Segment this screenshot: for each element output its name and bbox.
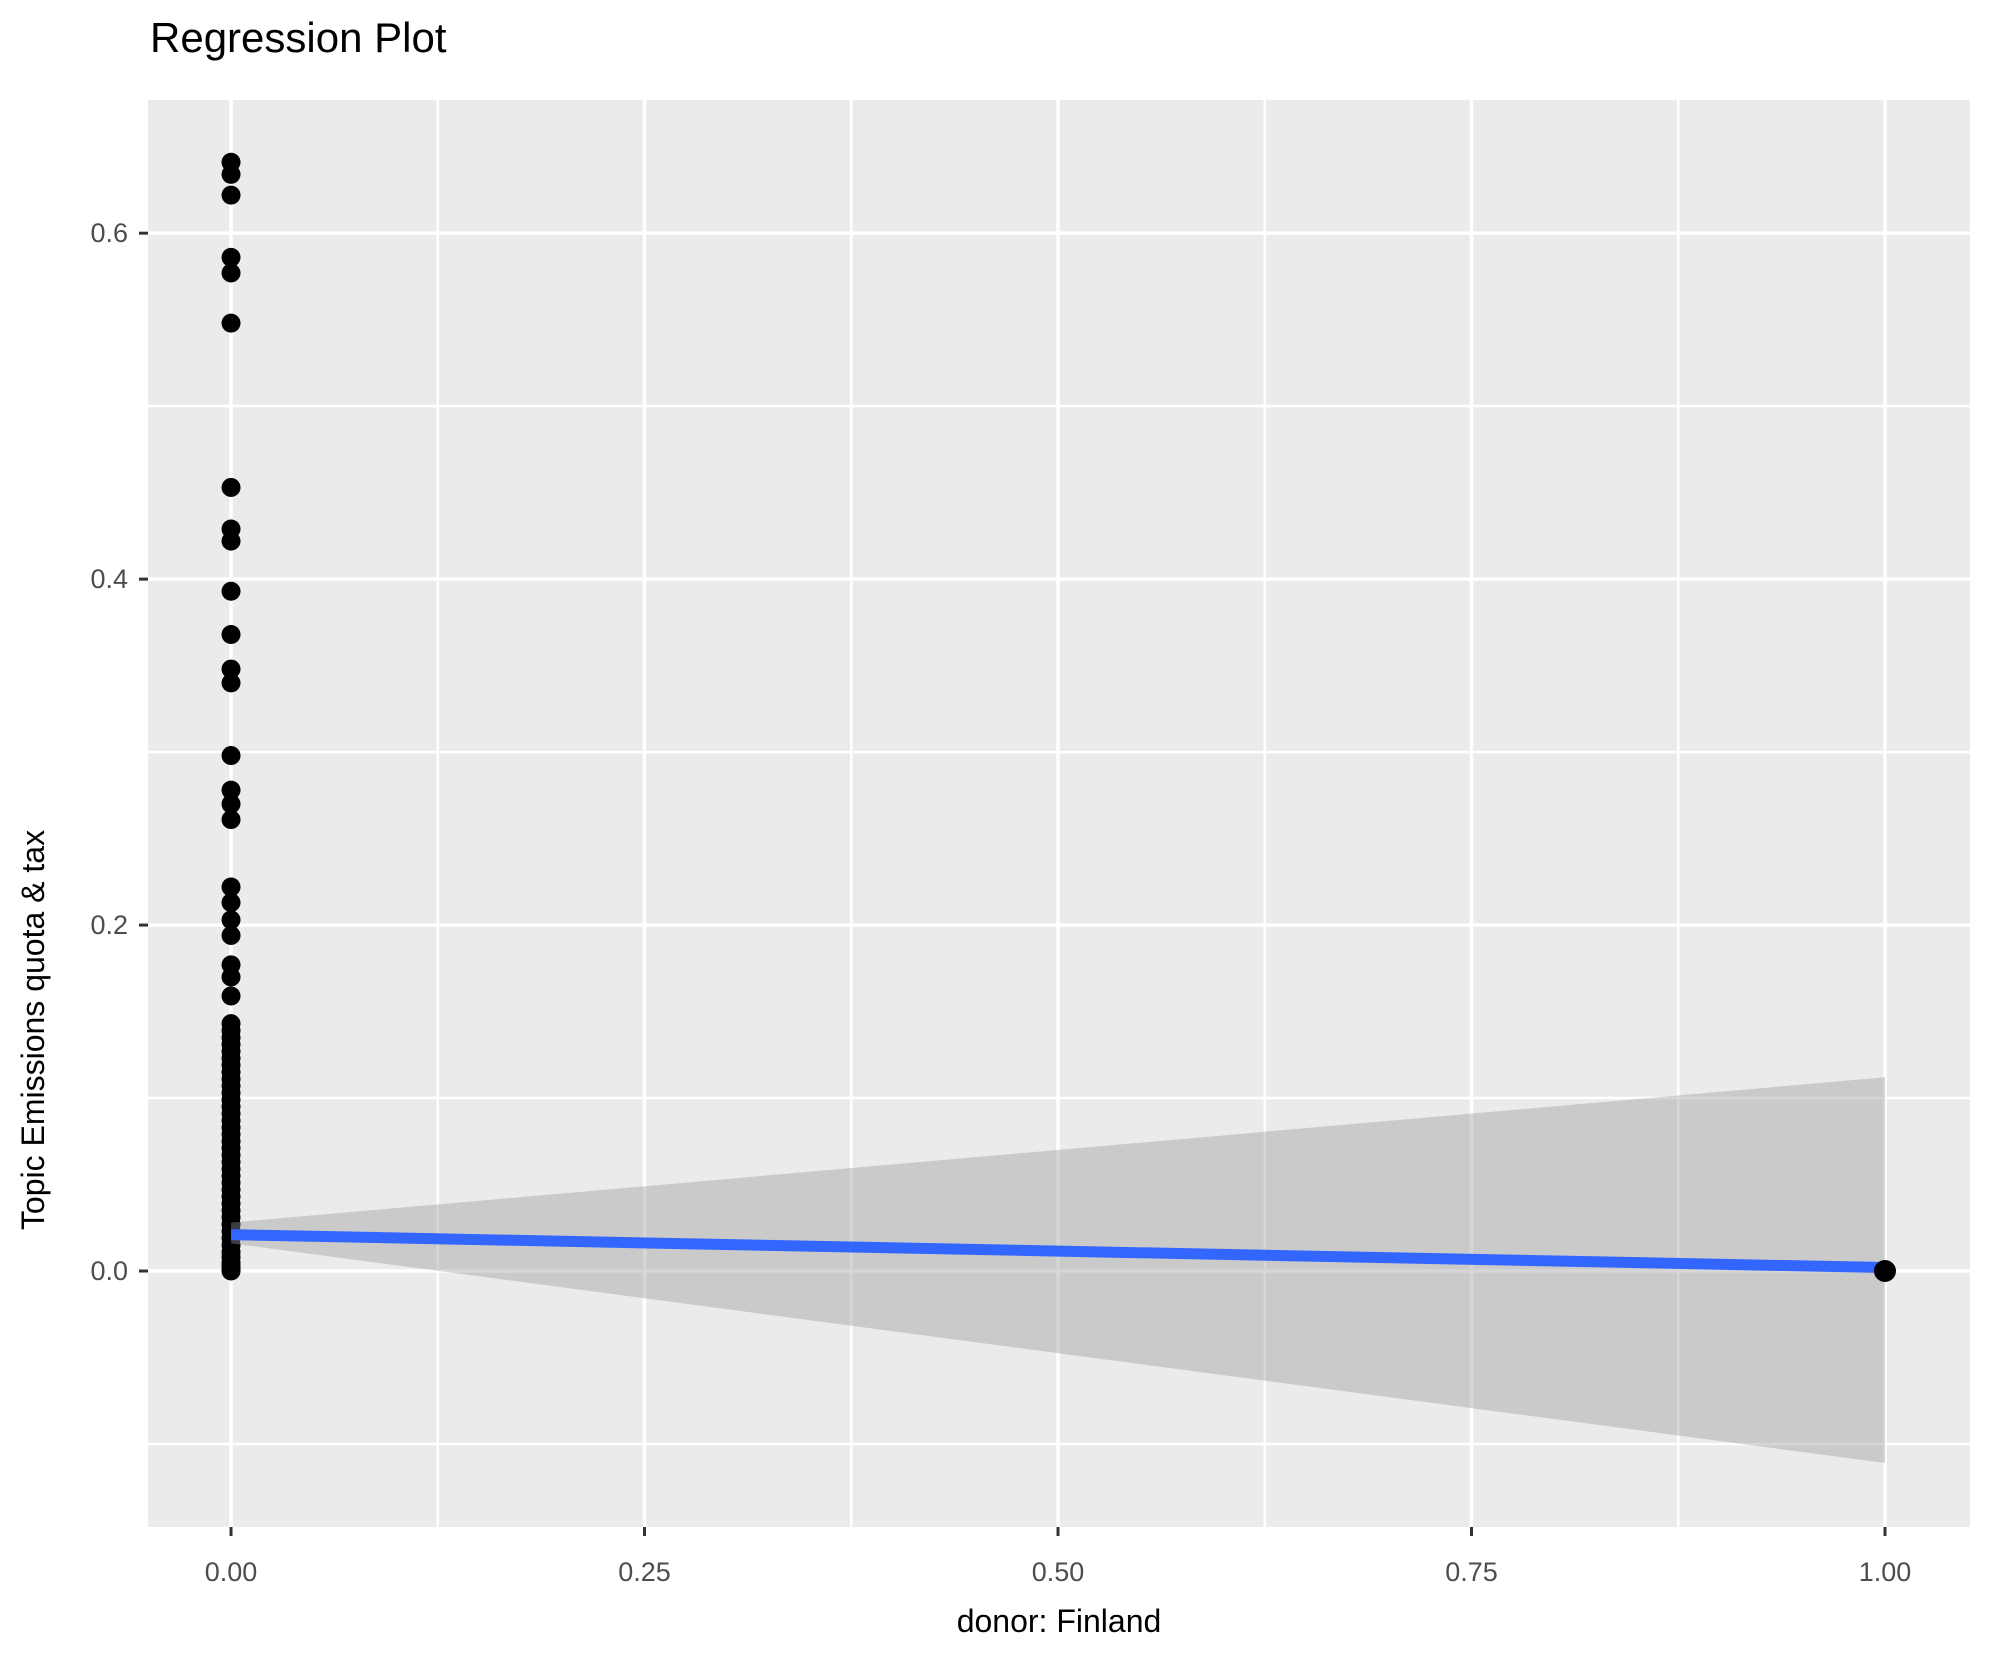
chart-title: Regression Plot [150, 14, 447, 61]
y-tick-label: 0.6 [90, 218, 128, 248]
data-point [221, 1261, 241, 1281]
data-point [221, 185, 241, 205]
data-point [221, 247, 241, 267]
x-axis-title: donor: Finland [957, 1603, 1162, 1639]
data-point [221, 986, 241, 1006]
x-tick-label: 1.00 [1859, 1557, 1912, 1587]
data-point [221, 263, 241, 283]
data-point [221, 877, 241, 897]
chart-layers: 0.00 0.25 0.50 0.75 1.00 0.0 0.2 0.4 0.6 [90, 100, 1970, 1587]
regression-line [230, 1229, 1886, 1274]
y-tick-label: 0.0 [90, 1256, 128, 1286]
x-tick-label: 0.25 [618, 1557, 671, 1587]
data-point [221, 313, 241, 333]
data-point [221, 531, 241, 551]
data-point [221, 794, 241, 814]
x-tick-label: 0.50 [1032, 1557, 1085, 1587]
data-point [221, 746, 241, 766]
y-tick-labels: 0.0 0.2 0.4 0.6 [90, 218, 128, 1286]
data-point [221, 673, 241, 693]
data-point [221, 624, 241, 644]
tick-marks [139, 231, 1887, 1536]
y-tick-label: 0.2 [90, 910, 128, 940]
y-axis-title: Topic Emissions quota & tax [15, 830, 51, 1230]
scatter-points [221, 152, 241, 1281]
data-point-endpoint [1873, 1260, 1896, 1283]
data-point [221, 967, 241, 987]
data-point [221, 659, 241, 679]
x-tick-label: 0.00 [205, 1557, 258, 1587]
data-point [221, 164, 241, 184]
x-tick-labels: 0.00 0.25 0.50 0.75 1.00 [205, 1557, 1912, 1587]
confidence-band [231, 1077, 1885, 1464]
data-point [221, 810, 241, 830]
data-point [221, 910, 241, 930]
grid-major [148, 100, 1970, 1527]
data-point [221, 780, 241, 800]
data-point [221, 925, 241, 945]
data-point [221, 581, 241, 601]
data-point [221, 893, 241, 913]
x-tick-label: 0.75 [1445, 1557, 1498, 1587]
y-tick-label: 0.4 [90, 564, 128, 594]
data-point [221, 477, 241, 497]
